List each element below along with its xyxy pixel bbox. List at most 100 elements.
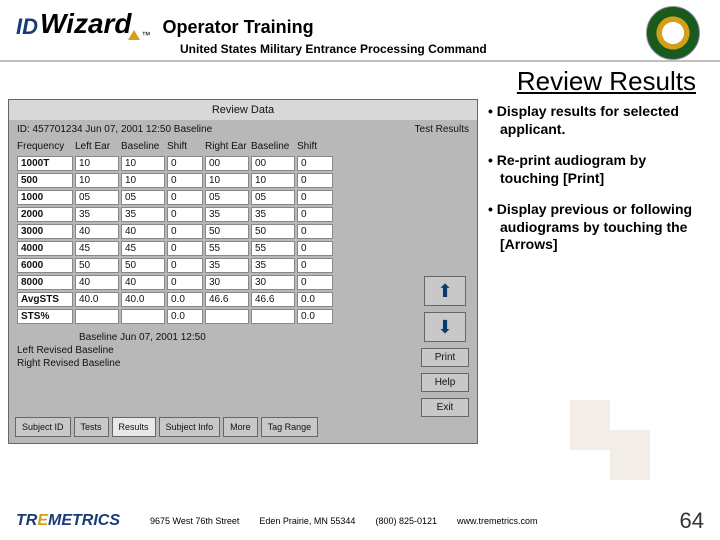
cell: 50 xyxy=(75,258,119,273)
table-row: 60005050035350 xyxy=(17,258,469,273)
cell xyxy=(251,309,295,324)
page-title: Review Results xyxy=(0,62,720,99)
cell: 45 xyxy=(121,241,165,256)
cell: 50 xyxy=(251,224,295,239)
table-row: 10000505005050 xyxy=(17,190,469,205)
cell: 30 xyxy=(205,275,249,290)
cell: 55 xyxy=(205,241,249,256)
table-row: 5001010010100 xyxy=(17,173,469,188)
cell: 0.0 xyxy=(297,309,333,324)
cell: 0 xyxy=(167,207,203,222)
logo-wizard: Wizard xyxy=(40,8,132,40)
cell: 0 xyxy=(297,241,333,256)
cell: 35 xyxy=(205,258,249,273)
print-button[interactable]: Print xyxy=(421,348,469,367)
arrow-up-button[interactable]: ⬆ xyxy=(424,276,466,306)
cell: 0 xyxy=(297,173,333,188)
table-body: 1000T10100000005001010010100100005050050… xyxy=(9,154,477,328)
nav-subject-id[interactable]: Subject ID xyxy=(15,417,71,437)
footer: TREMETRICS 9675 West 76th Street Eden Pr… xyxy=(0,508,720,534)
cell: 05 xyxy=(121,190,165,205)
cell: 3000 xyxy=(17,224,73,239)
cell: 0 xyxy=(297,258,333,273)
cell: 40 xyxy=(121,224,165,239)
nav-tests[interactable]: Tests xyxy=(74,417,109,437)
cell: 40 xyxy=(75,275,119,290)
nav-results[interactable]: Results xyxy=(112,417,156,437)
table-row: 40004545055550 xyxy=(17,241,469,256)
cell: STS% xyxy=(17,309,73,324)
cell: 40.0 xyxy=(121,292,165,307)
cell: 05 xyxy=(251,190,295,205)
cell: 35 xyxy=(251,258,295,273)
cell: 10 xyxy=(205,173,249,188)
cell: 500 xyxy=(17,173,73,188)
cell: 0 xyxy=(167,190,203,205)
cell xyxy=(121,309,165,324)
subtitle: United States Military Entrance Processi… xyxy=(0,42,720,62)
cell: 35 xyxy=(75,207,119,222)
baseline-line: Baseline Jun 07, 2001 12:50 xyxy=(9,328,477,344)
header: ID Wizard ™ Operator Training xyxy=(0,0,720,42)
cell: 46.6 xyxy=(205,292,249,307)
cell: 50 xyxy=(205,224,249,239)
logo-id: ID xyxy=(16,14,38,40)
cell: 50 xyxy=(121,258,165,273)
cell: 10 xyxy=(121,173,165,188)
footer-phone: (800) 825-0121 xyxy=(375,516,437,526)
cell: 0 xyxy=(167,173,203,188)
cell: 45 xyxy=(75,241,119,256)
cell: 40 xyxy=(75,224,119,239)
cell xyxy=(75,309,119,324)
cell: 05 xyxy=(75,190,119,205)
table-row: AvgSTS40.040.00.046.646.60.0 xyxy=(17,292,469,307)
cell: 35 xyxy=(205,207,249,222)
exit-button[interactable]: Exit xyxy=(421,398,469,417)
left-revised: Left Revised Baseline xyxy=(9,344,477,357)
nav-subject-info[interactable]: Subject Info xyxy=(159,417,221,437)
table-row: 80004040030300 xyxy=(17,275,469,290)
col-right: Right Ear xyxy=(205,141,249,152)
cell: 0 xyxy=(167,258,203,273)
cell: 35 xyxy=(121,207,165,222)
cell: 40.0 xyxy=(75,292,119,307)
cell xyxy=(205,309,249,324)
right-revised: Right Revised Baseline xyxy=(9,357,477,370)
cell: 1000 xyxy=(17,190,73,205)
col-left: Left Ear xyxy=(75,141,119,152)
cell: 8000 xyxy=(17,275,73,290)
col-freq: Frequency xyxy=(17,141,73,152)
cell: 00 xyxy=(205,156,249,171)
cell: 10 xyxy=(121,156,165,171)
arrow-down-button[interactable]: ⬇ xyxy=(424,312,466,342)
cell: 46.6 xyxy=(251,292,295,307)
slide-number: 64 xyxy=(680,508,704,534)
table-row: 20003535035350 xyxy=(17,207,469,222)
nav-tag-range[interactable]: Tag Range xyxy=(261,417,319,437)
cell: 0 xyxy=(297,224,333,239)
col-base1: Baseline xyxy=(121,141,165,152)
nav-more[interactable]: More xyxy=(223,417,258,437)
cell: 40 xyxy=(121,275,165,290)
table-row: 30004040050500 xyxy=(17,224,469,239)
help-button[interactable]: Help xyxy=(421,373,469,392)
col-shift2: Shift xyxy=(297,141,333,152)
cell: 0.0 xyxy=(167,309,203,324)
footer-addr: 9675 West 76th Street xyxy=(150,516,239,526)
header-title: Operator Training xyxy=(163,17,314,38)
wizard-hat-icon xyxy=(128,30,140,40)
cell: AvgSTS xyxy=(17,292,73,307)
app-title: Review Data xyxy=(9,100,477,120)
cell: 6000 xyxy=(17,258,73,273)
cell: 0 xyxy=(167,275,203,290)
footer-city: Eden Prairie, MN 55344 xyxy=(259,516,355,526)
cell: 0 xyxy=(297,207,333,222)
footer-url: www.tremetrics.com xyxy=(457,516,538,526)
bottom-nav: Subject ID Tests Results Subject Info Mo… xyxy=(15,417,318,437)
table-row: STS% 0.0 0.0 xyxy=(17,309,469,324)
cell: 05 xyxy=(205,190,249,205)
cell: 0 xyxy=(167,224,203,239)
cell: 0.0 xyxy=(297,292,333,307)
col-shift1: Shift xyxy=(167,141,203,152)
cell: 2000 xyxy=(17,207,73,222)
